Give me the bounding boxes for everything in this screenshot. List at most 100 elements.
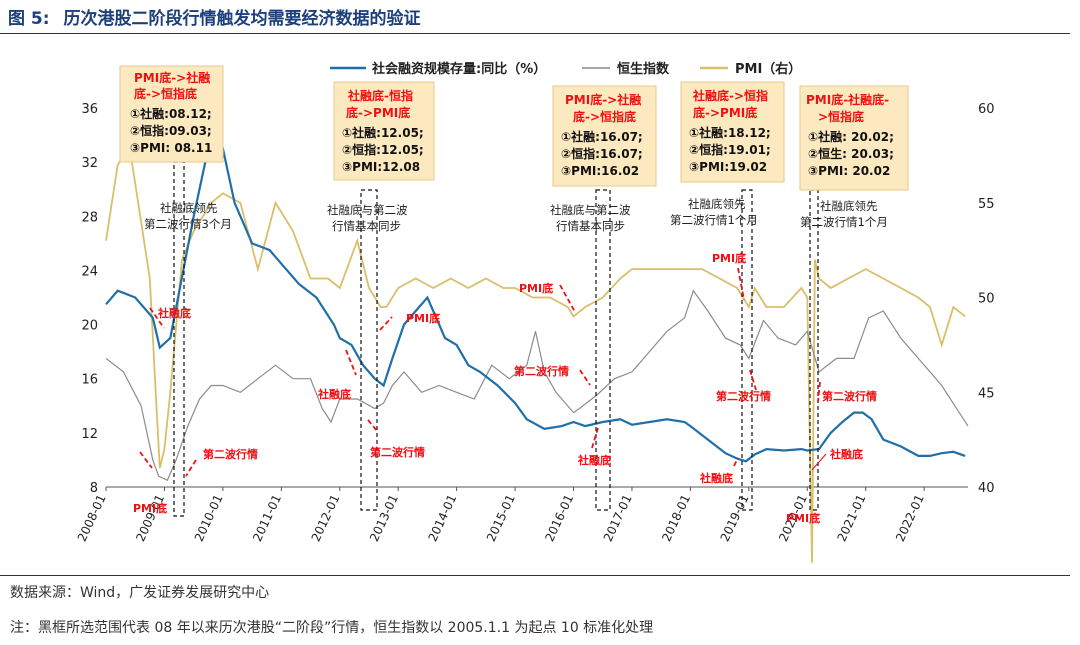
figure-number: 图 5: <box>8 9 50 29</box>
box3-line-1: ①社融:16.07; <box>561 129 643 144</box>
label-pmidi-5: PMI底 <box>786 511 820 525</box>
label-pmidi-3: PMI底 <box>519 281 553 295</box>
x-tick-label-2: 2010-01 <box>192 492 226 543</box>
y-left-tick-4: 24 <box>81 264 98 279</box>
box4-title-2: 底->PMI底 <box>693 105 757 120</box>
x-tick-label-5: 2013-01 <box>367 492 401 543</box>
box5-title-1: PMI底-社融底- <box>806 92 889 107</box>
x-tick-label-4: 2012-01 <box>309 492 343 543</box>
box2-line-2: ②恒指:12.05; <box>342 142 424 157</box>
arrow-14 <box>811 453 827 471</box>
y-left-tick-6: 32 <box>81 156 98 171</box>
box1-title-1: PMI底->社融 <box>134 70 210 85</box>
legend-label-2: PMI（右） <box>735 61 801 77</box>
y-left-tick-2: 16 <box>81 373 98 388</box>
box5-line-2: ②恒生: 20.03; <box>808 146 894 161</box>
x-tick-label-6: 2014-01 <box>425 492 459 543</box>
annotation-box-2: 社融底-恒指 底->PMI底 ①社融:12.05; ②恒指:12.05; ③PM… <box>333 81 435 181</box>
legend-label-1: 恒生指数 <box>617 61 670 77</box>
lead-note-4a: 社融底领先 <box>688 197 746 211</box>
x-tick-label-11: 2019-01 <box>718 492 752 543</box>
box2-title-2: 底->PMI底 <box>346 105 410 120</box>
y-right-tick-3: 55 <box>978 197 995 212</box>
x-tick-label-14: 2022-01 <box>893 492 927 543</box>
lead-note-5b: 第二波行情1个月 <box>800 215 888 229</box>
box1-title-2: 底->恒指底 <box>134 86 197 101</box>
box5-title-2: >恒指底 <box>818 109 864 124</box>
box1-line-2: ②恒指:09.03; <box>130 123 212 138</box>
label-shedi-2: 社融底 <box>317 387 351 401</box>
y-right-tick-4: 60 <box>978 102 995 117</box>
sync-note-2b: 行情基本同步 <box>332 219 401 233</box>
x-tick-label-10: 2018-01 <box>659 492 693 543</box>
box1-line-1: ①社融:08.12; <box>130 106 212 121</box>
source-note: 数据来源：Wind，广发证券发展研究中心 <box>10 585 270 601</box>
label-shedi-1: 社融底 <box>157 306 191 320</box>
box2-line-1: ①社融:12.05; <box>342 125 424 140</box>
y-left-tick-3: 20 <box>81 319 98 334</box>
arrow-4 <box>345 349 357 376</box>
box3-line-2: ②恒指:16.07; <box>561 146 643 161</box>
red-callouts <box>139 267 827 477</box>
annotation-box-1: PMI底->社融 底->恒指底 ①社融:08.12; ②恒指:09.03; ③P… <box>119 65 224 163</box>
lead-note-4b: 第二波行情1个月 <box>670 213 758 227</box>
y-right-tick-1: 45 <box>978 386 995 401</box>
label-pmidi-2: PMI底 <box>406 311 440 325</box>
x-tick-label-13: 2021-01 <box>835 492 869 543</box>
x-tick-label-9: 2017-01 <box>601 492 635 543</box>
box1-line-3: ③PMI: 08.11 <box>130 141 212 155</box>
box3-line-3: ③PMI:16.02 <box>561 164 639 178</box>
bottom-rule <box>0 575 1070 576</box>
label-shedi-3: 社融底 <box>577 453 611 467</box>
box2-line-3: ③PMI:12.08 <box>342 160 420 174</box>
series-hang-seng-line <box>105 289 969 481</box>
sync-note-2a: 社融底与第二波 <box>327 203 408 217</box>
label-erbo-1: 第二波行情 <box>203 447 258 461</box>
arrow-11 <box>737 267 745 301</box>
sync-note-3a: 社融底与第二波 <box>550 203 631 217</box>
lead-note-5a: 社融底领先 <box>820 199 878 213</box>
box2-title-1: 社融底-恒指 <box>347 88 413 103</box>
label-pmidi-1: PMI底 <box>133 501 167 515</box>
annotation-box-4: 社融底->恒指 底->PMI底 ①社融:18.12; ②恒指:19.01; ③P… <box>680 81 785 183</box>
arrow-7 <box>559 284 576 313</box>
label-pmidi-4: PMI底 <box>712 251 746 265</box>
arrow-8 <box>579 369 591 386</box>
chart: 2008-01 2009-01 2010-01 2011-01 2012-01 2013-… <box>75 61 995 563</box>
frame-2016 <box>595 189 611 511</box>
lead-note-1a: 社融底领先 <box>160 201 218 215</box>
y-left-tick-0: 8 <box>90 481 98 496</box>
y-right-tick-0: 40 <box>978 481 995 496</box>
legend-label-0: 社会融资规模存量:同比（%） <box>371 61 546 77</box>
legend: 社会融资规模存量:同比（%） 恒生指数 PMI（右） <box>330 61 801 77</box>
box5-line-3: ③PMI: 20.02 <box>808 164 890 178</box>
arrow-13 <box>817 381 821 403</box>
series-social-financing-line <box>105 124 966 463</box>
y-left-tick-5: 28 <box>81 210 98 225</box>
x-tick-label-1: 2009-01 <box>133 492 167 543</box>
annotation-box-5: PMI底-社融底- >恒指底 ①社融: 20.02; ②恒生: 20.03; ③… <box>799 85 909 191</box>
box4-line-3: ③PMI:19.02 <box>689 160 767 174</box>
arrow-10 <box>733 457 739 467</box>
x-tick-label-3: 2011-01 <box>250 492 284 543</box>
frame-2012 <box>360 189 378 511</box>
figure-title-text: 历次港股二阶段行情触发均需要经济数据的验证 <box>63 9 421 29</box>
arrow-2 <box>139 451 153 469</box>
box3-title-2: 底->恒指底 <box>573 109 636 124</box>
y-left-tick-7: 36 <box>81 102 98 117</box>
label-erbo-5: 第二波行情 <box>822 389 877 403</box>
label-erbo-2: 第二波行情 <box>370 445 425 459</box>
x-tick-label-7: 2015-01 <box>484 492 518 543</box>
footnote: 注：黑框所选范围代表 08 年以来历次港股“二阶段”行情，恒生指数以 2005.… <box>10 620 654 636</box>
sync-note-3b: 行情基本同步 <box>556 219 625 233</box>
annotation-box-3: PMI底->社融 底->恒指底 ①社融:16.07; ②恒指:16.07; ③P… <box>552 85 657 187</box>
y-right-tick-2: 50 <box>978 292 995 307</box>
label-erbo-3: 第二波行情 <box>514 364 569 378</box>
arrow-3 <box>185 459 197 477</box>
arrow-9 <box>591 427 599 449</box>
label-shedi-5: 社融底 <box>829 447 863 461</box>
top-rule <box>0 33 1070 34</box>
arrow-12 <box>749 369 757 391</box>
arrow-1 <box>149 307 165 329</box>
y-left-tick-1: 12 <box>81 427 98 442</box>
